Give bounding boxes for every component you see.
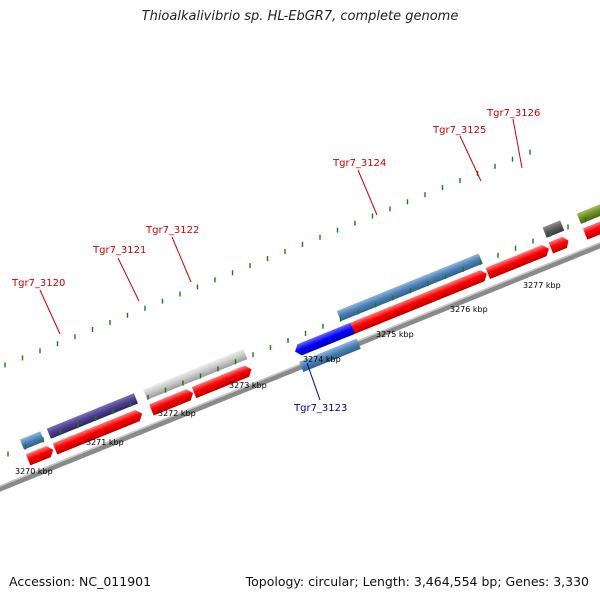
scale-labels: 3270 kbp 3271 kbp 3272 kbp 3273 kbp 3274 kbp… [15, 281, 561, 476]
leader-line [39, 289, 61, 335]
leader-line [306, 362, 321, 401]
leader-line [117, 257, 140, 302]
gene-box-tgr7-3122 [143, 348, 248, 400]
leader-line [459, 135, 482, 182]
scale-label: 3274 kbp [303, 355, 341, 364]
scale-label: 3275 kbp [376, 330, 414, 339]
cds-arrow-forward [52, 409, 143, 455]
cds-arrow-forward [485, 245, 549, 280]
scale-label: 3271 kbp [86, 438, 124, 447]
gene-box-tgr7-3126 [542, 220, 565, 238]
scale-ticks [4, 149, 587, 457]
leader-line [171, 236, 192, 283]
genome-backbone [0, 204, 600, 511]
gene-label-tgr7-3121: Tgr7_3121 [92, 245, 146, 256]
label-leaders [39, 118, 523, 401]
gene-label-tgr7-3122: Tgr7_3122 [145, 225, 199, 236]
scale-label: 3273 kbp [229, 381, 267, 390]
cds-arrow-forward [25, 446, 54, 466]
map-title: Thioalkalivibrio sp. HL-EbGR7, complete … [141, 9, 459, 24]
gene-box-tgr7-3123 [299, 338, 361, 373]
gene-label-tgr7-3123: Tgr7_3123 [293, 403, 347, 414]
gene-label-tgr7-3124: Tgr7_3124 [332, 158, 386, 169]
scale-label: 3270 kbp [15, 467, 53, 476]
gene-box-tgr7-3124 [336, 253, 483, 322]
gene-box-blue [19, 431, 45, 450]
scale-label: 3276 kbp [450, 305, 488, 314]
cds-arrow-forward [582, 209, 600, 240]
cds-arrow-forward [149, 389, 194, 416]
scale-label: 3277 kbp [523, 281, 561, 290]
gene-label-tgr7-3120: Tgr7_3120 [11, 278, 65, 289]
genome-summary: Topology: circular; Length: 3,464,554 bp… [245, 574, 589, 589]
gene-box-olive [576, 191, 600, 224]
leader-line [512, 118, 523, 169]
cds-arrow-forward [191, 365, 252, 399]
gene-box-tgr7-3120 [46, 393, 138, 439]
accession-label: Accession: NC_011901 [9, 574, 152, 589]
scale-label: 3272 kbp [158, 409, 196, 418]
cds-arrow-forward [342, 270, 487, 337]
gene-label-tgr7-3126: Tgr7_3126 [486, 108, 540, 119]
cds-arrow-reverse [295, 322, 355, 356]
gene-label-tgr7-3125: Tgr7_3125 [432, 125, 486, 136]
leader-line [357, 169, 378, 216]
cds-arrow-forward [548, 236, 569, 254]
